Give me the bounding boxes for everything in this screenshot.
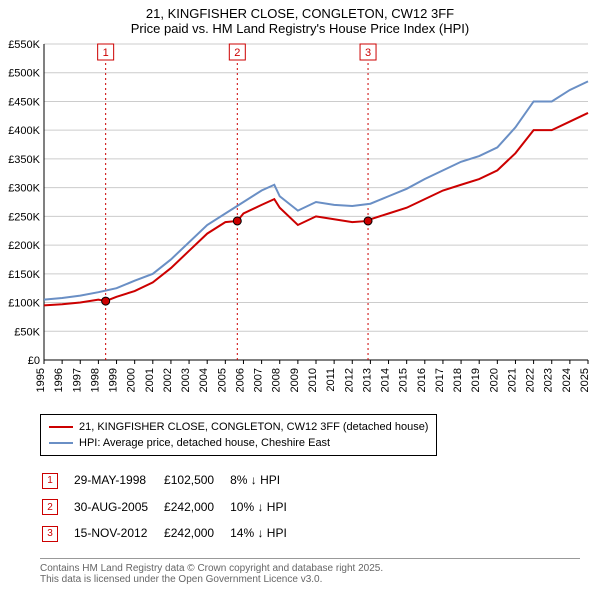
tx-marker-num: 1 <box>103 47 109 59</box>
x-tick-label: 2015 <box>398 368 410 392</box>
x-tick-label: 1996 <box>53 368 65 392</box>
x-tick-label: 2008 <box>271 368 283 392</box>
legend-label-hpi: HPI: Average price, detached house, Ches… <box>79 437 330 449</box>
legend-swatch-hpi <box>49 442 73 444</box>
x-tick-label: 2025 <box>579 368 591 392</box>
x-tick-label: 2018 <box>452 368 464 392</box>
x-tick-label: 2004 <box>198 368 210 392</box>
tx-marker-num: 3 <box>365 47 371 59</box>
y-tick-label: £150K <box>8 269 40 281</box>
x-tick-label: 1999 <box>108 368 120 392</box>
x-tick-label: 1997 <box>71 368 83 392</box>
tx-row: 1 29-MAY-1998£102,5008% ↓ HPI <box>42 468 301 493</box>
tx-num-box: 3 <box>42 526 58 542</box>
y-tick-label: £100K <box>8 298 40 310</box>
y-tick-label: £550K <box>8 39 40 51</box>
tx-price: £102,500 <box>164 468 228 493</box>
footer-line-1: Contains HM Land Registry data © Crown c… <box>40 563 580 574</box>
x-tick-label: 2010 <box>307 368 319 392</box>
tx-delta: 14% ↓ HPI <box>230 521 301 546</box>
tx-dot <box>364 217 372 225</box>
y-tick-label: £350K <box>8 154 40 166</box>
x-tick-label: 2022 <box>525 368 537 392</box>
tx-dot <box>233 217 241 225</box>
x-tick-label: 2016 <box>416 368 428 392</box>
x-tick-label: 2009 <box>289 368 301 392</box>
x-tick-label: 2019 <box>470 368 482 392</box>
legend-swatch-property <box>49 426 73 428</box>
x-tick-label: 2020 <box>488 368 500 392</box>
chart-svg: £0 £50K £100K £150K £200K £250K £300K £350K £400… <box>0 38 600 408</box>
y-tick-label: £500K <box>8 68 40 80</box>
y-tick-label: £250K <box>8 211 40 223</box>
y-tick-label: £0 <box>28 355 40 367</box>
x-tick-label: 1995 <box>35 368 47 392</box>
legend-row-hpi: HPI: Average price, detached house, Ches… <box>49 435 428 451</box>
y-tick-label: £50K <box>14 326 40 338</box>
tx-delta: 10% ↓ HPI <box>230 495 301 520</box>
tx-row: 3 15-NOV-2012£242,00014% ↓ HPI <box>42 521 301 546</box>
page: 21, KINGFISHER CLOSE, CONGLETON, CW12 3F… <box>0 0 600 585</box>
x-tick-label: 2017 <box>434 368 446 392</box>
tx-date: 30-AUG-2005 <box>74 495 162 520</box>
x-tick-label: 2003 <box>180 368 192 392</box>
chart-area: £0 £50K £100K £150K £200K £250K £300K £350K £400… <box>0 38 600 408</box>
legend-row-property: 21, KINGFISHER CLOSE, CONGLETON, CW12 3F… <box>49 419 428 435</box>
tx-price: £242,000 <box>164 495 228 520</box>
tx-dot <box>102 297 110 305</box>
tx-row: 2 30-AUG-2005£242,00010% ↓ HPI <box>42 495 301 520</box>
tx-date: 15-NOV-2012 <box>74 521 162 546</box>
tx-num-box: 2 <box>42 499 58 515</box>
chart-title: 21, KINGFISHER CLOSE, CONGLETON, CW12 3F… <box>0 0 600 38</box>
x-tick-label: 2002 <box>162 368 174 392</box>
tx-delta: 8% ↓ HPI <box>230 468 301 493</box>
title-line-2: Price paid vs. HM Land Registry's House … <box>0 21 600 36</box>
x-tick-label: 2007 <box>253 368 265 392</box>
legend-label-property: 21, KINGFISHER CLOSE, CONGLETON, CW12 3F… <box>79 421 428 433</box>
tx-marker-num: 2 <box>234 47 240 59</box>
legend: 21, KINGFISHER CLOSE, CONGLETON, CW12 3F… <box>40 414 437 456</box>
x-tick-label: 1998 <box>89 368 101 392</box>
x-tick-label: 2021 <box>506 368 518 392</box>
transactions-table: 1 29-MAY-1998£102,5008% ↓ HPI 2 30-AUG-2005… <box>40 466 303 548</box>
x-tick-label: 2000 <box>126 368 138 392</box>
footer: Contains HM Land Registry data © Crown c… <box>40 558 580 585</box>
x-tick-label: 2024 <box>561 368 573 392</box>
x-tick-label: 2013 <box>361 368 373 392</box>
y-tick-label: £400K <box>8 125 40 137</box>
y-tick-label: £450K <box>8 96 40 108</box>
x-tick-label: 2023 <box>543 368 555 392</box>
tx-num-box: 1 <box>42 473 58 489</box>
x-tick-label: 2005 <box>216 368 228 392</box>
y-tick-label: £300K <box>8 183 40 195</box>
footer-line-2: This data is licensed under the Open Gov… <box>40 574 580 585</box>
tx-date: 29-MAY-1998 <box>74 468 162 493</box>
x-tick-label: 2006 <box>234 368 246 392</box>
title-line-1: 21, KINGFISHER CLOSE, CONGLETON, CW12 3F… <box>0 6 600 21</box>
x-tick-label: 2012 <box>343 368 355 392</box>
x-tick-label: 2001 <box>144 368 156 392</box>
x-tick-label: 2014 <box>380 368 392 392</box>
x-tick-label: 2011 <box>325 368 337 392</box>
tx-price: £242,000 <box>164 521 228 546</box>
y-tick-label: £200K <box>8 240 40 252</box>
